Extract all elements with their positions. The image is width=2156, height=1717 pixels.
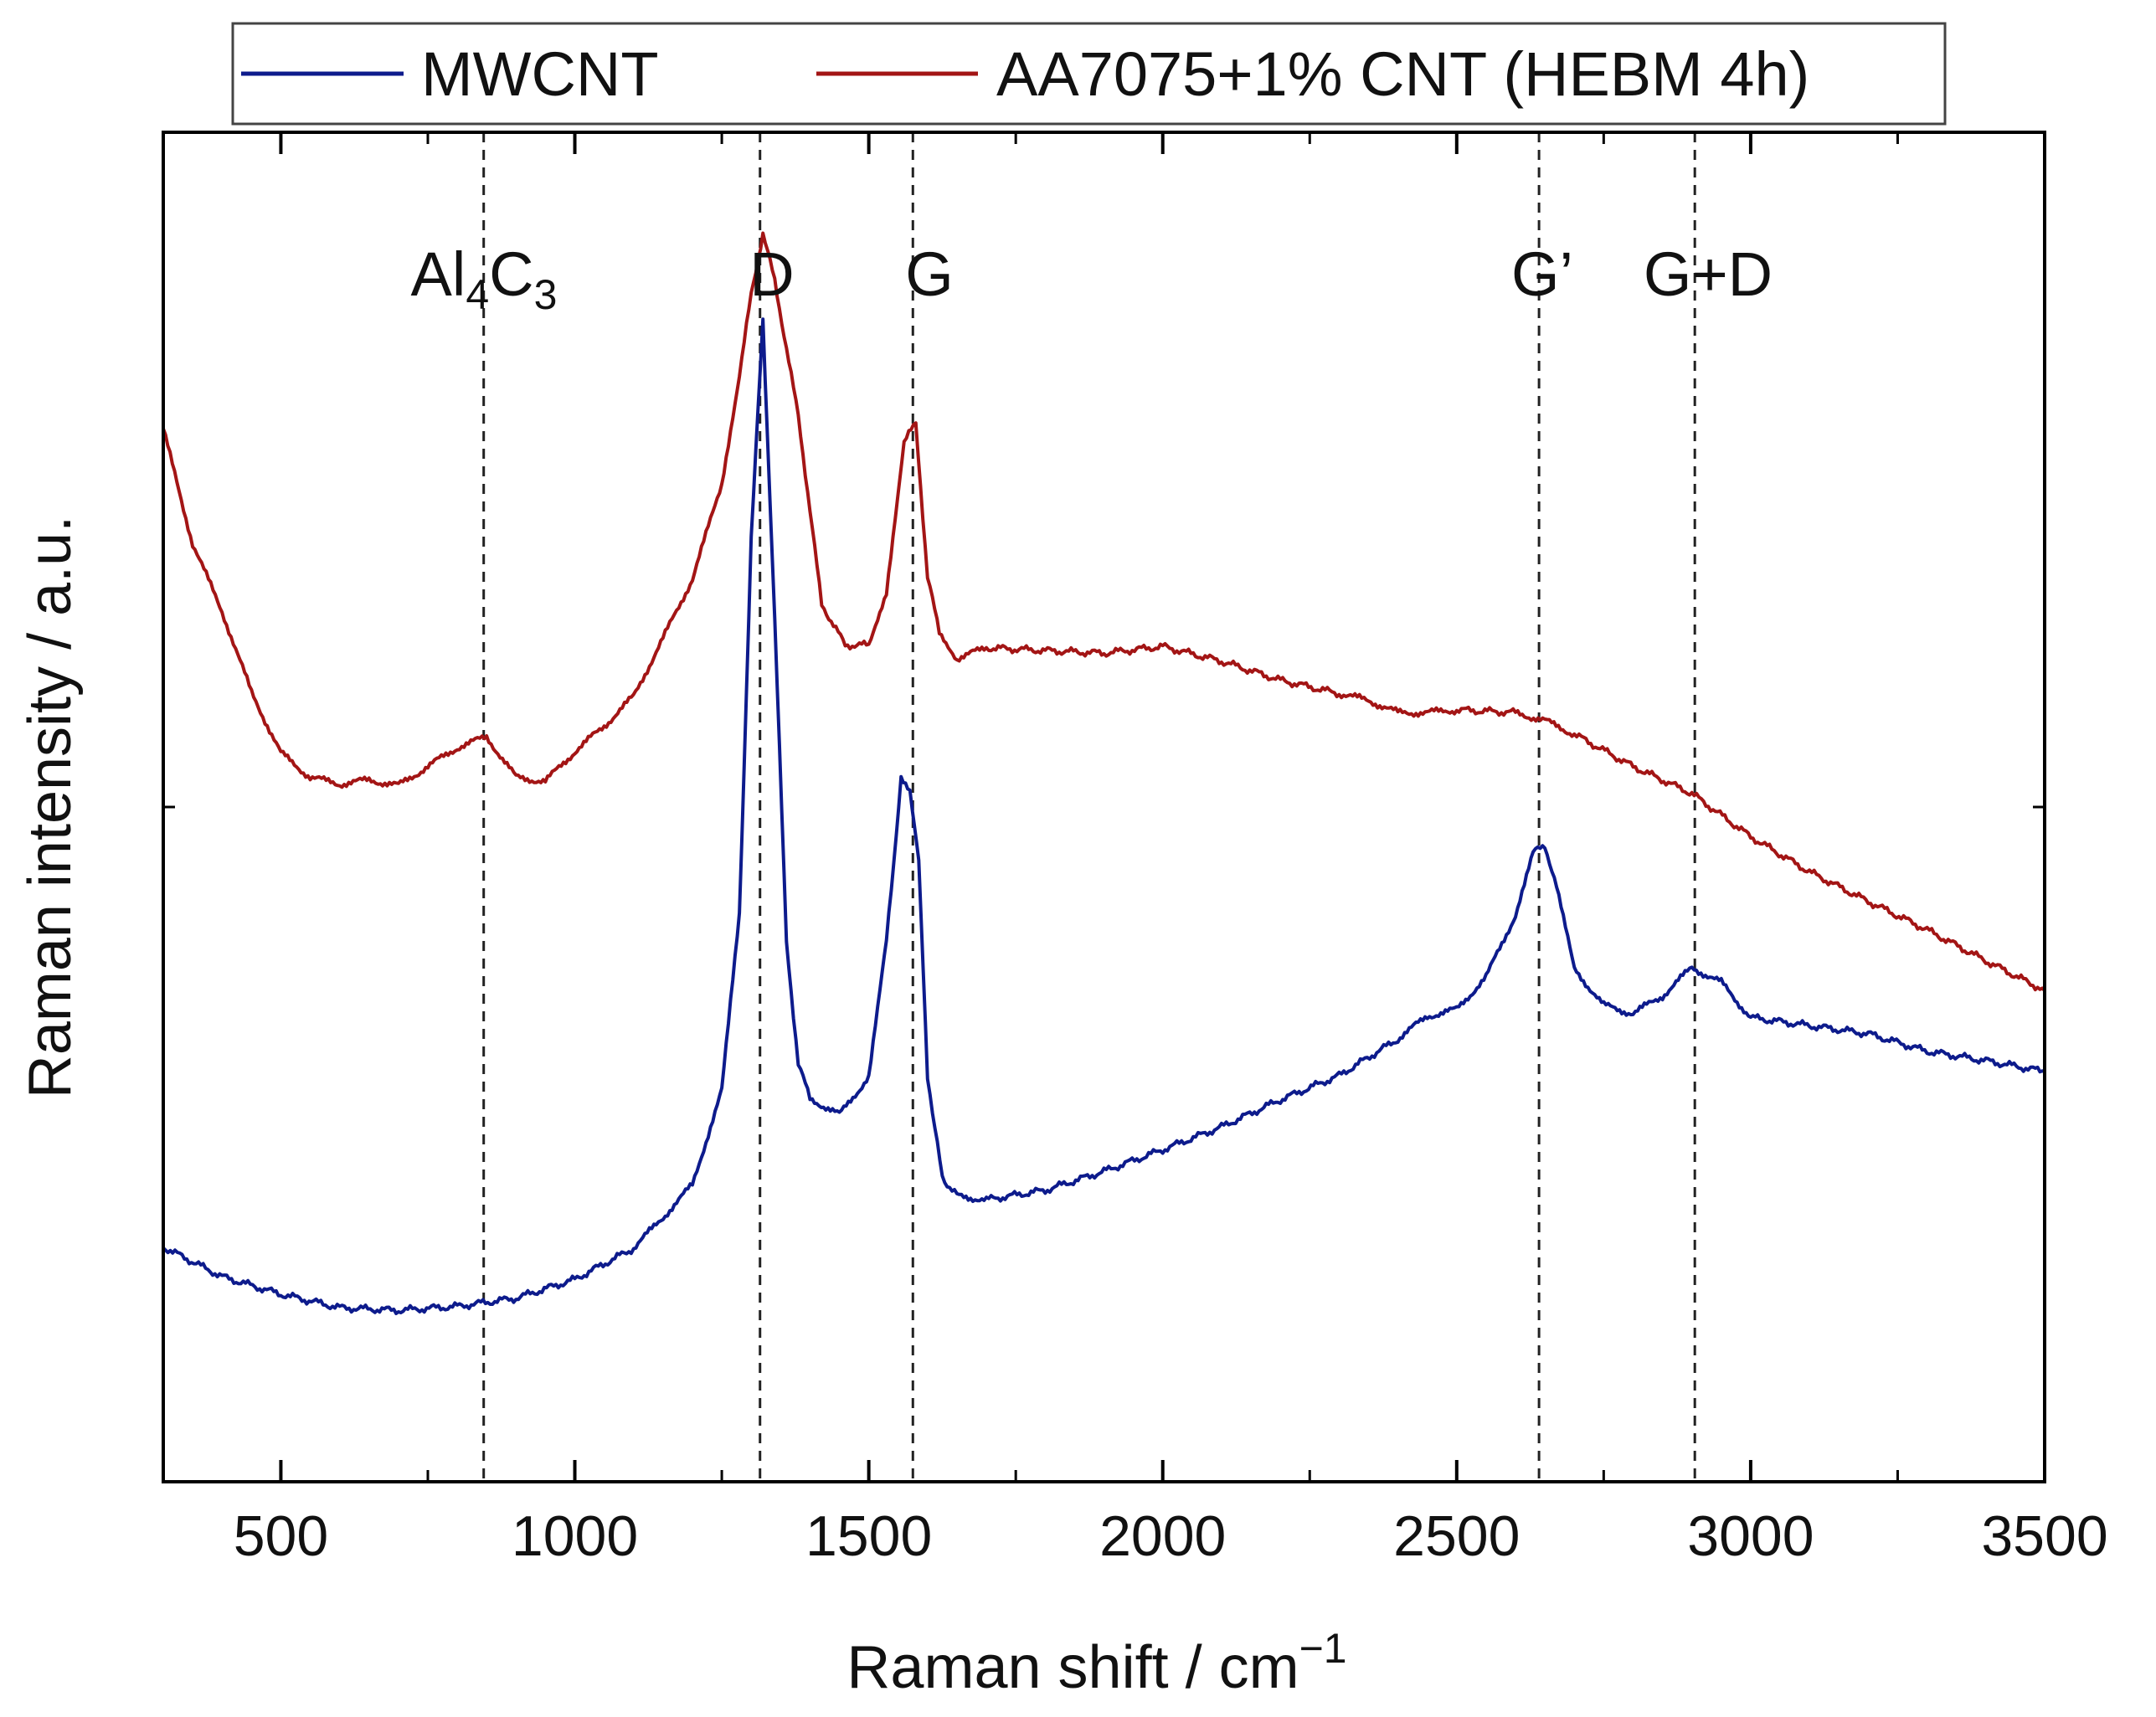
y-axis-title: Raman intensity / a.u. <box>17 516 84 1098</box>
x-tick-label-500: 500 <box>234 1504 328 1568</box>
x-tick-label-1500: 1500 <box>805 1504 932 1568</box>
x-tick-label-2000: 2000 <box>1099 1504 1226 1568</box>
x-tick-label-2500: 2500 <box>1393 1504 1520 1568</box>
series-layer <box>163 231 2045 1315</box>
x-tick-label-3000: 3000 <box>1687 1504 1814 1568</box>
peak-label-g: G <box>905 239 954 309</box>
x-ticks: 500 1000 1500 2000 2500 3000 3500 <box>163 132 2108 1568</box>
x-tick-label-1000: 1000 <box>512 1504 638 1568</box>
peak-label-d: D <box>749 239 794 309</box>
legend-label-mwcnt: MWCNT <box>421 39 659 109</box>
x-axis-title: Raman shift / cm−1 <box>846 1625 1346 1701</box>
peak-label-g-prime: G’ <box>1511 239 1573 309</box>
peak-label-g-plus-d: G+D <box>1644 239 1773 309</box>
legend-box <box>231 22 1947 126</box>
peak-guide-lines <box>482 132 1696 1482</box>
legend-label-aa7075: AA7075+1% CNT (HEBM 4h) <box>996 39 1809 109</box>
series-line-0 <box>163 317 2045 1315</box>
peak-labels: Al4C3 D G G’ G+D <box>411 239 1773 318</box>
peak-label-al4c3: Al4C3 <box>411 239 558 318</box>
series-line-1 <box>163 231 2045 992</box>
legend: MWCNT AA7075+1% CNT (HEBM 4h) <box>231 22 1947 126</box>
plot-frame <box>162 131 2046 1483</box>
x-tick-label-3500: 3500 <box>1981 1504 2107 1568</box>
